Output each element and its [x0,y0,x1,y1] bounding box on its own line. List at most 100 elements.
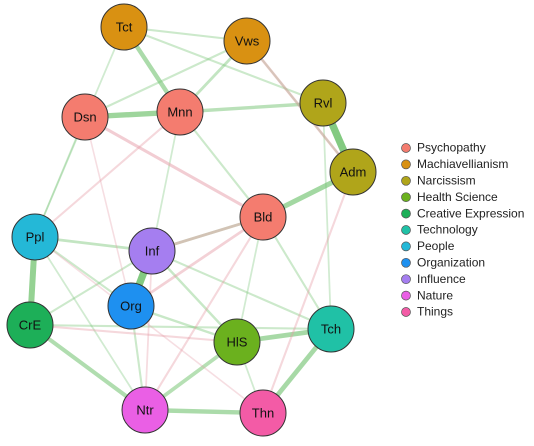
legend-item: Technology [401,223,478,237]
node-circle [61,93,109,141]
legend-label: Narcissism [417,173,476,187]
legend-swatch [401,241,411,252]
node-circle [156,88,204,136]
node-label: Ppl [26,229,45,244]
node-thn: Thn [239,389,287,437]
node-circle [100,3,148,51]
legend-swatch [401,208,411,219]
node-circle [299,79,347,127]
node-label: Adm [340,164,367,179]
legend-label: Creative Expression [417,206,524,220]
legend-item: Creative Expression [401,206,524,220]
legend-label: People [417,239,455,253]
edge-ppl-thn [34,236,264,414]
edge-inf-ntr [144,250,153,411]
node-label: Ntr [136,402,154,417]
edges-layer [27,24,357,416]
edge-tct-rvl [122,25,325,105]
node-circle [329,148,377,196]
node-circle [121,386,169,434]
node-mnn: Mnn [156,88,204,136]
edge-cre-tch [28,323,333,331]
edge-dsn-vws [83,39,249,119]
node-label: Tct [116,19,133,34]
node-label: Vws [235,33,260,48]
node-circle [213,318,261,366]
edge-cre-inf [28,249,154,327]
node-label: Bld [254,209,273,224]
legend-label: Psychopathy [417,141,486,155]
legend-item: Organization [401,255,485,269]
legend-item: Health Science [401,190,498,204]
node-label: CrE [19,317,42,332]
legend-swatch [401,274,411,285]
node-adm: Adm [329,148,377,196]
edge-dsn-bld [83,115,265,219]
edge-dsn-org [84,116,132,307]
edge-mnn-rvl [178,101,325,114]
edge-mnn-inf [151,111,181,252]
node-circle [223,17,271,65]
node-inf: Inf [128,227,176,275]
legend-item: Things [401,305,453,319]
node-circle [239,193,287,241]
node-bld: Bld [239,193,287,241]
edge-adm-thn [261,170,355,415]
node-tct: Tct [100,3,148,51]
edge-ppl-mnn [33,110,182,239]
legend-label: Health Science [417,190,498,204]
legend-swatch [401,290,411,301]
node-rvl: Rvl [299,79,347,127]
legend-item: Narcissism [401,173,476,187]
legend-swatch [401,143,411,153]
legend-swatch [401,175,411,186]
edge-rvl-tch [322,102,332,330]
node-label: Org [120,298,142,313]
legend-label: Influence [417,272,466,286]
node-tch: Tch [307,305,355,353]
edge-inf-tch [150,249,333,331]
legend-label: Things [417,305,453,319]
edge-cre-hls [28,323,239,344]
edge-ppl-ntr [34,236,146,411]
legend-label: Nature [417,288,453,302]
node-dsn: Dsn [61,93,109,141]
node-cre: CrE [6,301,54,349]
legend-label: Organization [417,255,485,269]
legend-swatch [401,225,411,235]
legend-item: Influence [401,272,466,286]
node-hls: HlS [213,318,261,366]
node-circle [307,305,355,353]
edge-cre-ntr [27,322,148,413]
node-label: Dsn [73,109,96,124]
legend-swatch [401,192,411,203]
legend-swatch [401,159,411,170]
legend-swatch [401,257,411,268]
node-org: Org [107,282,155,330]
legend-item: Psychopathy [401,141,486,155]
node-circle [6,301,54,349]
edge-bld-ntr [143,215,265,412]
legend-item: Nature [401,288,453,302]
node-circle [11,213,59,261]
node-label: Thn [252,405,274,420]
node-circle [107,282,155,330]
nodes-layer: Tct Vws Dsn Mnn Rvl Adm Bld Ppl Inf Org CrE HlS Tch N… [6,3,377,437]
legend-swatch [401,307,411,317]
node-ntr: Ntr [121,386,169,434]
legend-item: Machiavellianism [401,157,508,171]
node-circle [239,389,287,437]
node-label: Inf [145,243,160,258]
node-label: Tch [321,321,341,336]
node-circle [128,227,176,275]
node-ppl: Ppl [11,213,59,261]
legend-label: Machiavellianism [417,157,508,171]
node-label: HlS [227,334,248,349]
edge-org-bld [129,215,265,308]
node-vws: Vws [223,17,271,65]
legend-label: Technology [417,223,478,237]
legend: Psychopathy Machiavellianism Narcissism Hea… [401,141,524,319]
legend-item: People [401,239,455,253]
node-label: Mnn [167,104,192,119]
